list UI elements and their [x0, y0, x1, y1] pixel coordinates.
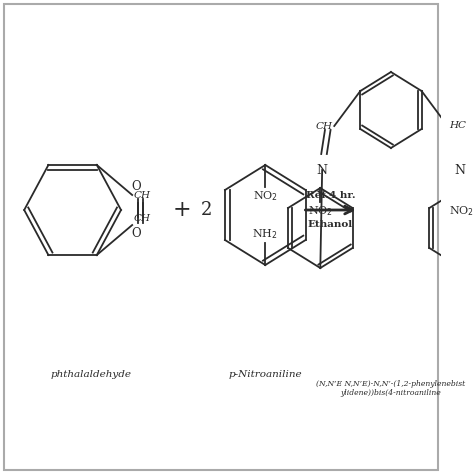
Text: O: O [131, 180, 141, 193]
Text: Ethanol: Ethanol [308, 220, 353, 229]
Text: N: N [317, 164, 328, 177]
Text: HC: HC [449, 121, 466, 130]
Text: CH: CH [133, 191, 150, 200]
Text: N: N [454, 164, 465, 177]
Text: phthalaldehyde: phthalaldehyde [51, 370, 132, 379]
Text: NH$_2$: NH$_2$ [253, 227, 278, 241]
Text: NO$_2$: NO$_2$ [308, 204, 333, 218]
Text: O: O [131, 227, 141, 240]
Text: p-Nitroaniline: p-Nitroaniline [228, 370, 302, 379]
Text: CH: CH [133, 214, 150, 223]
Text: (N,N’E N,N’E)-N,N’-(1,2-phenylenebist
ylidene))bis(4-nitroaniline: (N,N’E N,N’E)-N,N’-(1,2-phenylenebist yl… [316, 380, 465, 397]
Text: NO$_2$: NO$_2$ [449, 204, 474, 218]
Text: +: + [172, 199, 191, 221]
Text: NO$_2$: NO$_2$ [253, 189, 278, 203]
Text: Ref.4 hr.: Ref.4 hr. [306, 191, 356, 200]
Text: CH: CH [315, 121, 332, 130]
Text: 2: 2 [201, 201, 212, 219]
